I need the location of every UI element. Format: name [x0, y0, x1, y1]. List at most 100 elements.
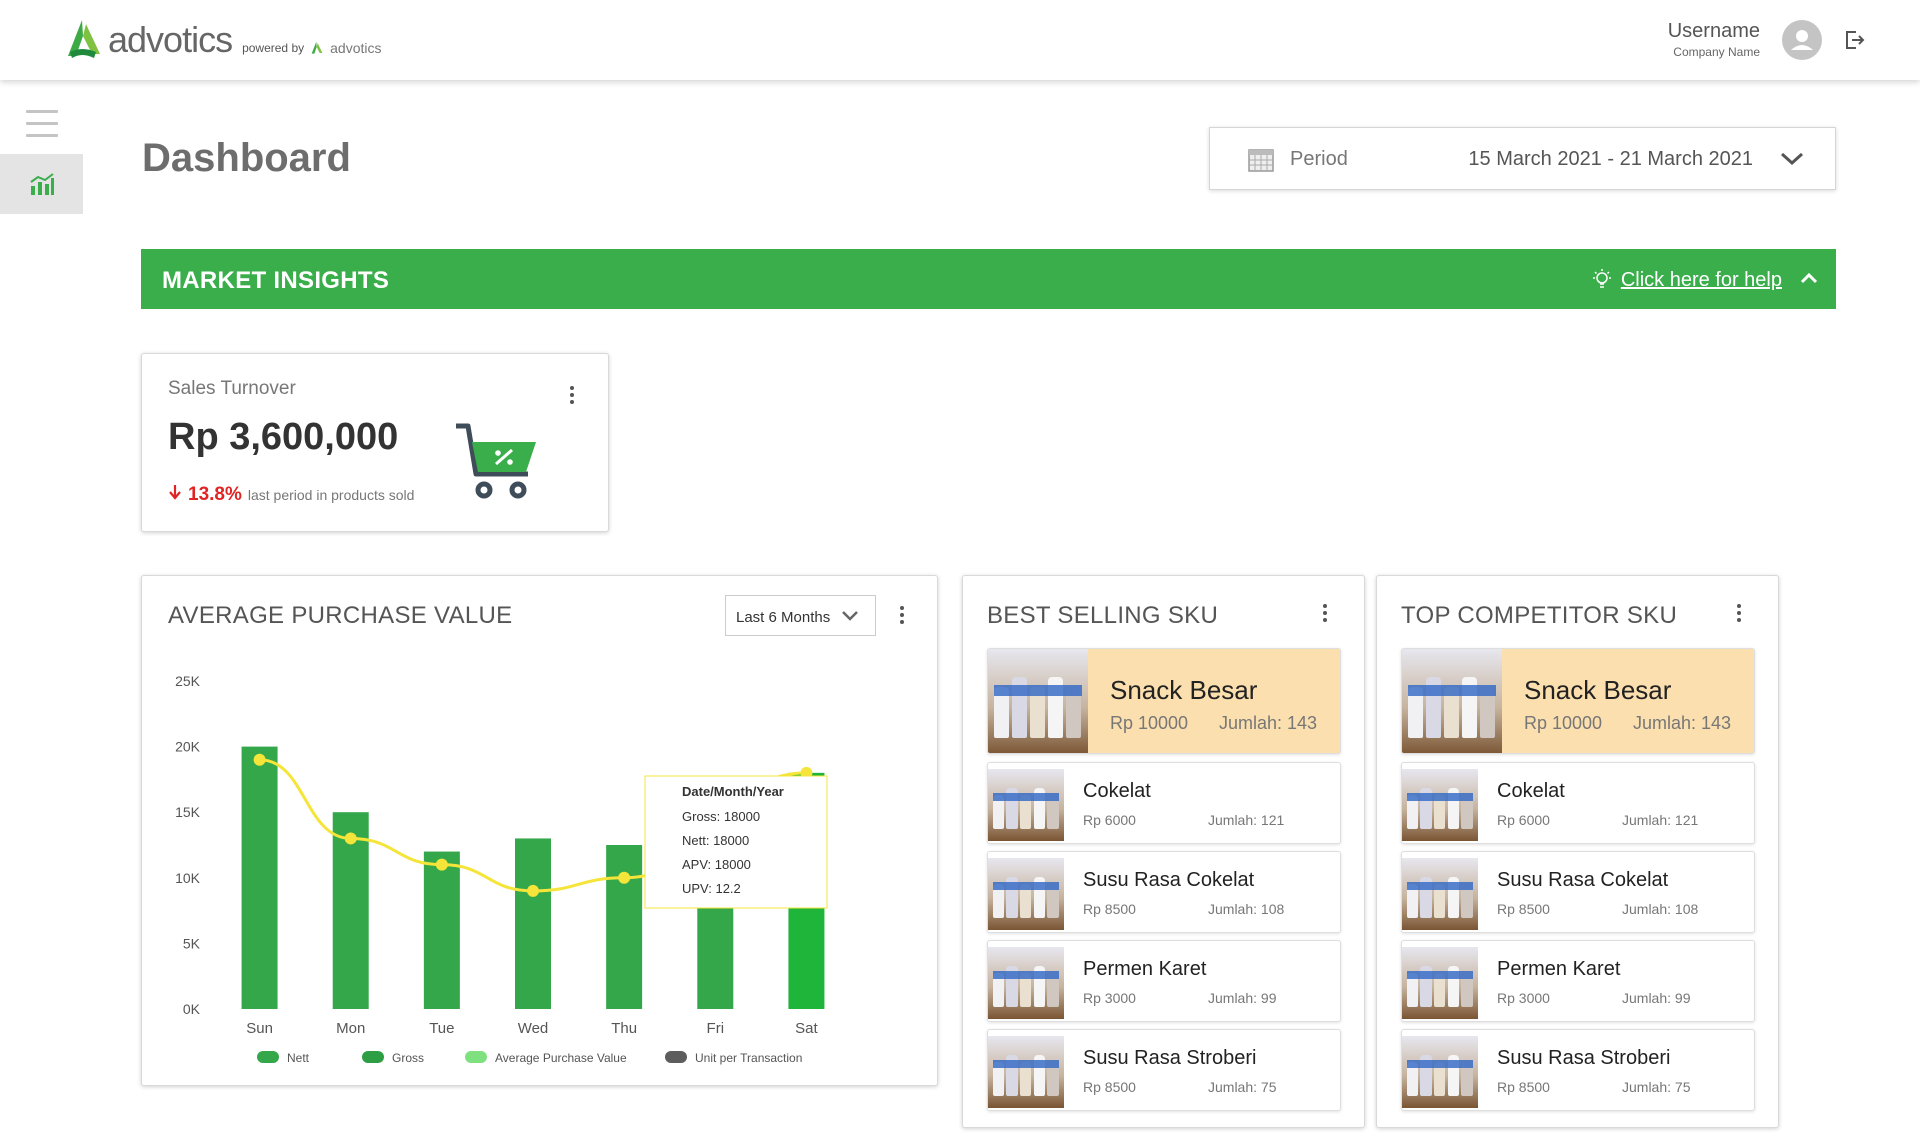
product-image	[988, 1036, 1064, 1108]
average-purchase-value-card: AVERAGE PURCHASE VALUE Last 6 Months 0K 5…	[141, 575, 938, 1086]
legend-swatch	[465, 1051, 487, 1063]
legend-label: Average Purchase Value	[495, 1051, 627, 1065]
tooltip-line: APV: 18000	[682, 857, 751, 872]
list-item[interactable]: Susu Rasa Cokelat Rp 8500 Jumlah: 108	[987, 851, 1341, 933]
help-link-label: Click here for help	[1620, 268, 1782, 291]
powered-by-label: powered by	[242, 41, 305, 55]
tooltip-line: Nett: 18000	[682, 833, 749, 848]
sku-price: Rp 6000	[1083, 812, 1136, 828]
product-image	[988, 769, 1064, 841]
sku-name: Snack Besar	[1524, 675, 1672, 705]
brand-logo[interactable]: advotics powered by advotics	[64, 18, 381, 60]
x-tick-label: Sun	[246, 1020, 273, 1037]
best-selling-sku-card: BEST SELLING SKU Snack Besar Rp 10000 Juml…	[962, 575, 1365, 1128]
page-title: Dashboard	[142, 136, 351, 180]
cart-icon	[456, 423, 536, 499]
list-item[interactable]: Snack Besar Rp 10000 Jumlah: 143	[1401, 648, 1755, 754]
sku-name: Susu Rasa Stroberi	[1083, 1047, 1257, 1069]
period-selector[interactable]: Period 15 March 2021 - 21 March 2021	[1209, 127, 1836, 190]
x-tick-label: Wed	[518, 1020, 549, 1037]
powered-by: powered by advotics	[242, 40, 381, 56]
avatar-icon[interactable]	[1782, 20, 1822, 60]
more-icon[interactable]	[570, 386, 574, 407]
sku-quantity: Jumlah: 99	[1622, 990, 1691, 1006]
banner-title: MARKET INSIGHTS	[162, 267, 390, 294]
chevron-up-icon[interactable]	[1800, 271, 1818, 285]
product-image	[1402, 1036, 1478, 1108]
tooltip-title: Date/Month/Year	[682, 784, 784, 799]
bar-tue	[423, 851, 460, 1009]
bar-mon	[332, 812, 369, 1009]
bar-wed	[515, 838, 551, 1009]
list-item[interactable]: Permen Karet Rp 3000 Jumlah: 99	[987, 940, 1341, 1022]
logout-icon[interactable]	[1842, 28, 1866, 52]
sku-quantity: Jumlah: 99	[1208, 990, 1277, 1006]
user-info[interactable]: Username Company Name	[1668, 20, 1760, 59]
sku-name: Cokelat	[1497, 780, 1565, 802]
chart-icon	[29, 173, 54, 195]
more-icon[interactable]	[900, 606, 904, 627]
y-tick-label: 5K	[183, 935, 201, 951]
sku-quantity: Jumlah: 143	[1219, 713, 1318, 733]
x-tick-label: Sat	[795, 1020, 818, 1037]
list-item[interactable]: Susu Rasa Cokelat Rp 8500 Jumlah: 108	[1401, 851, 1755, 933]
sku-price: Rp 10000	[1110, 713, 1189, 733]
top-competitor-title: TOP COMPETITOR SKU	[1401, 602, 1678, 629]
sku-quantity: Jumlah: 75	[1622, 1079, 1691, 1095]
sku-name: Susu Rasa Cokelat	[1497, 869, 1669, 891]
sku-price: Rp 8500	[1083, 1079, 1136, 1095]
legend-label: Nett	[287, 1051, 310, 1065]
list-item[interactable]: Snack Besar Rp 10000 Jumlah: 143	[987, 648, 1341, 754]
kpi-label: Sales Turnover	[168, 378, 296, 399]
kpi-change-note: last period in products sold	[247, 487, 415, 503]
y-tick-label: 20K	[175, 739, 201, 755]
sku-name: Permen Karet	[1497, 958, 1621, 980]
product-image	[1402, 947, 1478, 1019]
list-item[interactable]: Permen Karet Rp 3000 Jumlah: 99	[1401, 940, 1755, 1022]
sku-price: Rp 3000	[1497, 990, 1550, 1006]
range-dropdown[interactable]: Last 6 Months	[725, 595, 876, 636]
apv-point	[344, 832, 357, 845]
more-icon[interactable]	[1737, 604, 1741, 625]
product-image	[1402, 858, 1478, 930]
top-bar: advotics powered by advotics Username Co…	[0, 0, 1920, 80]
legend-swatch	[257, 1051, 279, 1063]
kpi-change-percent: 13.8%	[188, 484, 242, 505]
help-link[interactable]: Click here for help	[1592, 268, 1782, 292]
chevron-down-icon	[842, 611, 858, 621]
y-tick-label: 0K	[183, 1001, 201, 1017]
list-item[interactable]: Susu Rasa Stroberi Rp 8500 Jumlah: 75	[987, 1029, 1341, 1111]
product-image	[1402, 769, 1478, 841]
sku-quantity: Jumlah: 75	[1208, 1079, 1277, 1095]
sidebar	[0, 80, 83, 1142]
sku-quantity: Jumlah: 143	[1633, 713, 1732, 733]
sidebar-item-dashboard[interactable]	[0, 154, 83, 214]
arrow-down-icon	[169, 485, 181, 500]
x-tick-label: Mon	[336, 1020, 365, 1037]
bar-thu	[606, 845, 643, 1009]
kpi-change: 13.8% last period in products sold	[168, 484, 414, 506]
more-icon[interactable]	[1323, 604, 1327, 625]
menu-icon[interactable]	[26, 110, 58, 146]
x-tick-label: Thu	[611, 1020, 637, 1037]
market-insights-banner: MARKET INSIGHTS Click here for help	[141, 249, 1836, 309]
sales-turnover-card: Sales Turnover Rp 3,600,000 13.8% last p…	[141, 353, 609, 532]
y-tick-label: 15K	[175, 804, 201, 820]
sku-price: Rp 3000	[1083, 990, 1136, 1006]
legend-label: Unit per Transaction	[695, 1051, 802, 1065]
advotics-mini-logo-icon	[311, 41, 323, 54]
best-selling-title: BEST SELLING SKU	[987, 602, 1219, 629]
sku-quantity: Jumlah: 121	[1208, 812, 1285, 828]
powered-by-brand: advotics	[330, 40, 382, 56]
sku-name: Permen Karet	[1083, 958, 1207, 980]
list-item[interactable]: Cokelat Rp 6000 Jumlah: 121	[1401, 762, 1755, 844]
sku-price: Rp 8500	[1497, 1079, 1550, 1095]
bar-sun	[241, 746, 278, 1009]
legend-swatch	[362, 1051, 384, 1063]
brand-name: advotics	[108, 19, 233, 60]
sku-quantity: Jumlah: 121	[1622, 812, 1699, 828]
x-tick-label: Fri	[707, 1020, 725, 1037]
list-item[interactable]: Susu Rasa Stroberi Rp 8500 Jumlah: 75	[1401, 1029, 1755, 1111]
list-item[interactable]: Cokelat Rp 6000 Jumlah: 121	[987, 762, 1341, 844]
sku-price: Rp 8500	[1083, 901, 1136, 917]
